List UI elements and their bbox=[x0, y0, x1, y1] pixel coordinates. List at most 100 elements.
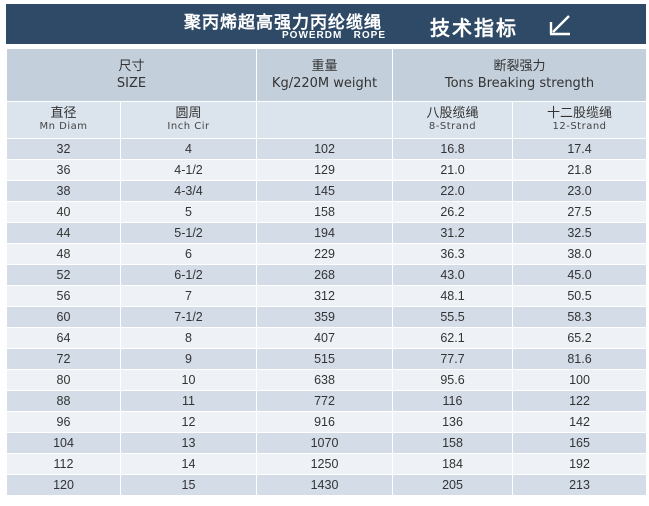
cir-cell: 7 bbox=[120, 285, 257, 307]
twelve-strand-header: 十二股缆绳 12-Strand bbox=[511, 101, 648, 139]
table-row: 120 15 1430 205 213 bbox=[6, 474, 648, 496]
strength-header: 断裂强力 Tons Breaking strength bbox=[391, 48, 648, 102]
diam-cell: 88 bbox=[6, 390, 121, 412]
twelve-strand-header-cn: 十二股缆绳 bbox=[547, 106, 613, 121]
diam-cell: 104 bbox=[6, 432, 121, 454]
table-row: 60 7-1/2 359 55.5 58.3 bbox=[6, 306, 648, 328]
eight-strand-cell: 31.2 bbox=[392, 222, 513, 244]
cir-cell: 4-3/4 bbox=[120, 180, 257, 202]
eight-strand-cell: 184 bbox=[392, 453, 513, 475]
weight-cell: 158 bbox=[256, 201, 393, 223]
diam-cell: 112 bbox=[6, 453, 121, 475]
twelve-strand-cell: 192 bbox=[511, 453, 648, 475]
eight-strand-cell: 77.7 bbox=[392, 348, 513, 370]
table-row: 104 13 1070 158 165 bbox=[6, 432, 648, 454]
weight-header-cn: 重量 bbox=[311, 59, 338, 74]
weight-cell: 102 bbox=[256, 138, 393, 160]
table-row: 56 7 312 48.1 50.5 bbox=[6, 285, 648, 307]
twelve-strand-cell: 23.0 bbox=[511, 180, 648, 202]
weight-cell: 1070 bbox=[256, 432, 393, 454]
cir-cell: 15 bbox=[120, 474, 257, 496]
cir-cell: 14 bbox=[120, 453, 257, 475]
diam-cell: 60 bbox=[6, 306, 121, 328]
diam-cell: 52 bbox=[6, 264, 121, 286]
cir-cell: 13 bbox=[120, 432, 257, 454]
product-title: 聚丙烯超高强力丙纶缆绳 bbox=[184, 13, 382, 33]
table-row: 32 4 102 16.8 17.4 bbox=[6, 138, 648, 160]
table-row: 36 4-1/2 129 21.0 21.8 bbox=[6, 159, 648, 181]
table-row: 52 6-1/2 268 43.0 45.0 bbox=[6, 264, 648, 286]
twelve-strand-cell: 58.3 bbox=[511, 306, 648, 328]
weight-header: 重量 Kg/220M weight bbox=[256, 48, 393, 102]
table-row: 112 14 1250 184 192 bbox=[6, 453, 648, 475]
weight-cell: 772 bbox=[256, 390, 393, 412]
weight-cell: 1250 bbox=[256, 453, 393, 475]
cir-header-en: Inch Cir bbox=[167, 121, 210, 132]
product-subtitle: POWERDM ROPE bbox=[282, 30, 387, 41]
diam-header-en: Mn Diam bbox=[39, 121, 88, 132]
cir-cell: 11 bbox=[120, 390, 257, 412]
size-header-cn: 尺寸 bbox=[118, 59, 145, 74]
weight-cell: 515 bbox=[256, 348, 393, 370]
weight-cell: 407 bbox=[256, 327, 393, 349]
weight-cell: 916 bbox=[256, 411, 393, 433]
cir-cell: 9 bbox=[120, 348, 257, 370]
cir-header: 圆周 Inch Cir bbox=[120, 101, 257, 139]
eight-strand-cell: 21.0 bbox=[392, 159, 513, 181]
eight-strand-cell: 158 bbox=[392, 432, 513, 454]
cir-cell: 5 bbox=[120, 201, 257, 223]
eight-strand-cell: 36.3 bbox=[392, 243, 513, 265]
size-header: 尺寸 SIZE bbox=[6, 48, 257, 102]
twelve-strand-cell: 65.2 bbox=[511, 327, 648, 349]
weight-subheader-blank bbox=[256, 101, 393, 139]
table-row: 96 12 916 136 142 bbox=[6, 411, 648, 433]
twelve-strand-cell: 122 bbox=[511, 390, 648, 412]
size-header-en: SIZE bbox=[116, 76, 147, 91]
strength-header-en: Tons Breaking strength bbox=[444, 76, 595, 91]
diam-cell: 64 bbox=[6, 327, 121, 349]
diam-cell: 40 bbox=[6, 201, 121, 223]
weight-cell: 145 bbox=[256, 180, 393, 202]
weight-cell: 312 bbox=[256, 285, 393, 307]
diam-cell: 36 bbox=[6, 159, 121, 181]
eight-strand-cell: 26.2 bbox=[392, 201, 513, 223]
eight-strand-cell: 48.1 bbox=[392, 285, 513, 307]
cir-cell: 12 bbox=[120, 411, 257, 433]
cir-cell: 8 bbox=[120, 327, 257, 349]
twelve-strand-cell: 17.4 bbox=[511, 138, 648, 160]
table-row: 80 10 638 95.6 100 bbox=[6, 369, 648, 391]
twelve-strand-cell: 38.0 bbox=[511, 243, 648, 265]
table-row: 40 5 158 26.2 27.5 bbox=[6, 201, 648, 223]
section-tag: 技术指标 bbox=[430, 16, 518, 40]
eight-strand-cell: 16.8 bbox=[392, 138, 513, 160]
table-row: 64 8 407 62.1 65.2 bbox=[6, 327, 648, 349]
cir-cell: 6 bbox=[120, 243, 257, 265]
weight-header-en: Kg/220M weight bbox=[271, 76, 378, 91]
twelve-strand-header-en: 12-Strand bbox=[552, 121, 607, 132]
eight-strand-cell: 22.0 bbox=[392, 180, 513, 202]
table-row: 38 4-3/4 145 22.0 23.0 bbox=[6, 180, 648, 202]
diam-cell: 48 bbox=[6, 243, 121, 265]
eight-strand-cell: 62.1 bbox=[392, 327, 513, 349]
cir-cell: 4 bbox=[120, 138, 257, 160]
eight-strand-cell: 43.0 bbox=[392, 264, 513, 286]
table-row: 48 6 229 36.3 38.0 bbox=[6, 243, 648, 265]
twelve-strand-cell: 45.0 bbox=[511, 264, 648, 286]
spec-table: 尺寸 SIZE 重量 Kg/220M weight 断裂强力 Tons Brea… bbox=[6, 48, 648, 496]
cir-cell: 4-1/2 bbox=[120, 159, 257, 181]
weight-cell: 129 bbox=[256, 159, 393, 181]
strength-header-cn: 断裂强力 bbox=[493, 59, 546, 74]
cir-cell: 6-1/2 bbox=[120, 264, 257, 286]
diam-cell: 44 bbox=[6, 222, 121, 244]
twelve-strand-cell: 142 bbox=[511, 411, 648, 433]
twelve-strand-cell: 213 bbox=[511, 474, 648, 496]
diam-header-cn: 直径 bbox=[50, 106, 77, 121]
twelve-strand-cell: 81.6 bbox=[511, 348, 648, 370]
twelve-strand-cell: 100 bbox=[511, 369, 648, 391]
table-row: 44 5-1/2 194 31.2 32.5 bbox=[6, 222, 648, 244]
eight-strand-header: 八股缆绳 8-Strand bbox=[392, 101, 513, 139]
weight-cell: 268 bbox=[256, 264, 393, 286]
subheader-row: 直径 Mn Diam 圆周 Inch Cir 八股缆绳 8-Strand 十二股… bbox=[6, 101, 648, 139]
eight-strand-cell: 136 bbox=[392, 411, 513, 433]
cir-cell: 10 bbox=[120, 369, 257, 391]
